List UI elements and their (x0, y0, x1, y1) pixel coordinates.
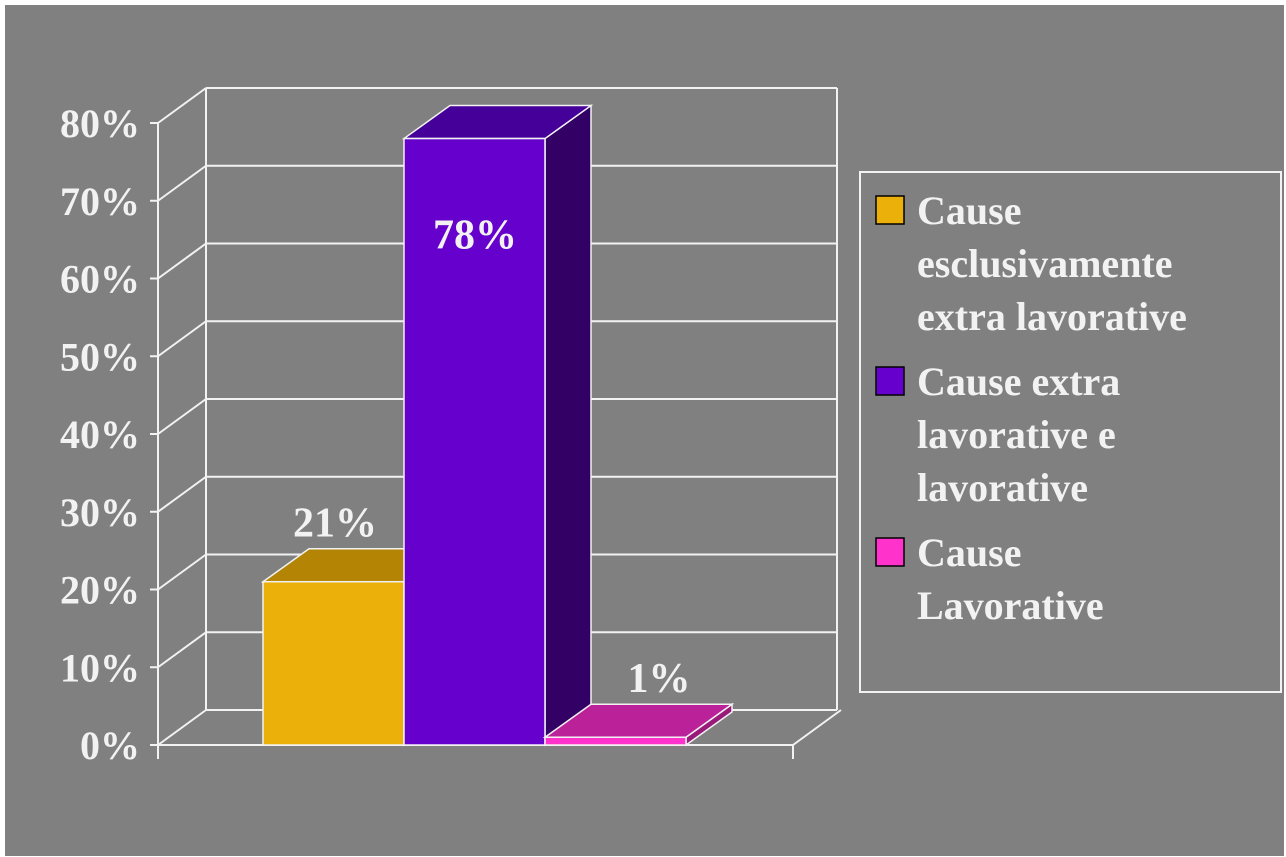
bar-side-face (544, 104, 592, 747)
legend-swatch (875, 366, 905, 396)
data-label: 1% (628, 656, 691, 702)
legend-label: lavorative e (917, 412, 1116, 457)
y-tick-label: 40% (60, 412, 140, 457)
legend-swatch (875, 195, 905, 225)
y-tick-label: 50% (60, 334, 140, 379)
gridline-side (157, 631, 207, 669)
legend-label: esclusivamente (917, 241, 1173, 286)
legend-label: Cause (917, 530, 1021, 575)
y-tick-label: 30% (60, 490, 140, 535)
legend-label: Cause (917, 188, 1021, 233)
gridline-side (157, 709, 207, 746)
legend-label: extra lavorative (917, 294, 1187, 339)
bar-front-face (544, 736, 687, 746)
legend-box (859, 171, 1282, 693)
bar-front-face (262, 580, 405, 746)
gridline-side (157, 242, 207, 280)
gridline-side (157, 87, 207, 124)
y-tick-label: 80% (60, 101, 140, 146)
bar-3 (542, 702, 735, 747)
legend-label: lavorative (917, 465, 1088, 510)
legend-item-3: Cause Lavorative (875, 530, 1104, 628)
y-tick-label: 70% (60, 179, 140, 224)
legend-swatch (875, 537, 905, 567)
bar-chart-3d: 0% 10% 20% 30% 40% 50% 60% 70% 80% 21% 78% 1% Cause e… (60, 87, 1282, 768)
bar-front-face (403, 137, 546, 746)
legend-item-1: Cause esclusivamente extra lavorative (875, 188, 1187, 339)
floor-right-edge (792, 709, 842, 746)
legend-label: Lavorative (917, 583, 1104, 628)
gridline-side (157, 320, 207, 358)
gridline-side (157, 553, 207, 591)
legend-item-2: Cause extra lavorative e lavorative (875, 359, 1120, 510)
y-tick-label: 20% (60, 568, 140, 613)
data-label: 21% (293, 501, 377, 547)
gridline-side (157, 475, 207, 513)
gridline-side (157, 398, 207, 435)
y-tick-label: 60% (60, 257, 140, 302)
y-tick-label: 0% (80, 723, 140, 768)
y-tick-label: 10% (60, 645, 140, 690)
legend-label: Cause extra (917, 359, 1120, 404)
chart-area: 0% 10% 20% 30% 40% 50% 60% 70% 80% 21% 78% 1% Cause e… (5, 5, 1284, 856)
bar-2 (401, 104, 594, 747)
gridline-side (157, 164, 207, 202)
data-label: 78% (433, 213, 517, 259)
